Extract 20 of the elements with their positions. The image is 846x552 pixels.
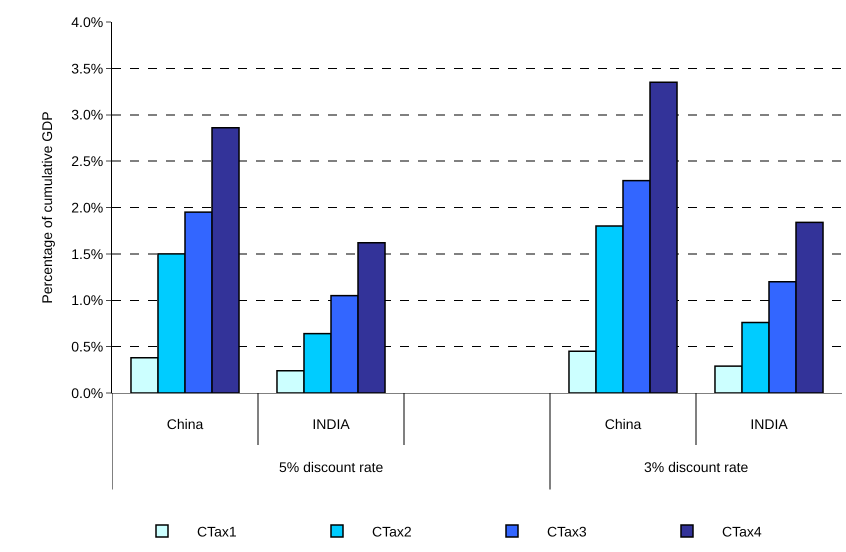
x-tick-label: INDIA [750,416,788,432]
y-tick-label: 3.0% [71,106,104,123]
y-tick-label: 1.0% [71,292,104,308]
text: 3% discount rate [644,459,748,475]
y-tick-label: 1.5% [71,246,104,262]
y-axis-title: Percentage of cumulative GDP [38,111,55,304]
x-tick-label: China [166,416,204,432]
y-tick-label: 3.5% [71,60,104,76]
y-tick-label: 2.5% [71,153,104,170]
legend-label: CTax1 [197,523,237,540]
x-tick-label: INDIA [312,416,350,432]
legend-label: CTax2 [372,523,412,540]
y-tick-label: 4.0% [71,14,104,30]
y-tick-label: 0.5% [71,338,104,355]
text: 5% discount rate [279,459,384,475]
y-tick-label: 2.0% [71,199,104,216]
legend-label: CTax3 [547,523,587,540]
x-tick-label: China [604,416,642,432]
y-tick-label: 0.0% [71,384,104,401]
legend-label: CTax4 [722,523,762,540]
